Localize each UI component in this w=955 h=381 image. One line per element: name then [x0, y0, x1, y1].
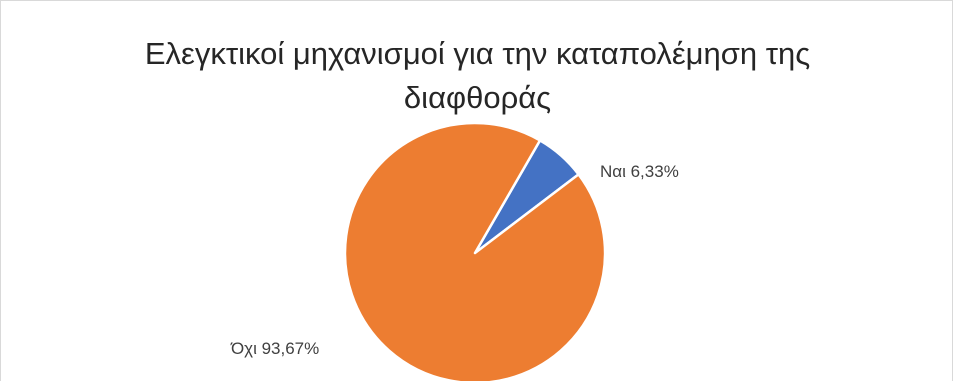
data-label-no: Όχι 93,67% [230, 339, 319, 358]
pie-slices [343, 121, 607, 381]
chart-title-line-2: διαφθοράς [403, 80, 552, 115]
chart-title: Ελεγκτικοί μηχανισμοί για την καταπολέμη… [0, 32, 955, 120]
chart-title-line-1: Ελεγκτικοί μηχανισμοί για την καταπολέμη… [144, 36, 811, 71]
data-label-yes: Ναι 6,33% [600, 162, 679, 181]
pie-slice-no [343, 121, 607, 381]
